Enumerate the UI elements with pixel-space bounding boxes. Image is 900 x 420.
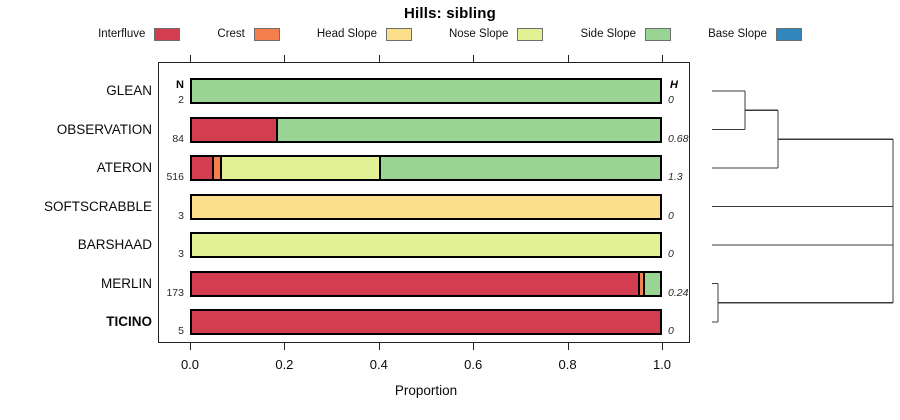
legend-label: Nose Slope [448,28,509,40]
h-value: 0 [668,325,674,337]
x-tick [662,343,663,350]
y-axis-label: TICINO [106,314,152,329]
h-column-header: H [670,79,678,91]
bar-segment [643,272,660,295]
x-tick [190,343,191,350]
h-value: 0.24 [668,286,689,299]
h-value: 1.3 [668,171,683,183]
bar-segment [192,80,660,102]
y-axis-label: ATERON [96,160,152,175]
bar-row [190,309,662,335]
bar-segment [276,118,660,141]
x-tick [190,55,191,62]
x-tick [662,55,663,62]
bar-segment [637,272,644,295]
y-axis-label: BARSHAAD [77,237,152,252]
legend-swatch [253,27,280,41]
legend: Interfluve Crest Head Slope Nose Slope Side … [0,26,900,42]
legend-item: Crest [217,27,280,41]
bar-segment [192,157,212,179]
bar-segment [192,195,660,218]
x-tick [284,343,286,350]
x-tick [567,343,569,350]
x-tick [378,55,380,62]
n-value: 84 [172,132,184,145]
bar-segment [211,157,221,179]
bar-segment [220,157,380,179]
legend-swatch [385,27,412,41]
x-axis-title: Proportion [394,383,458,398]
legend-swatch [154,27,181,41]
bar-segment [379,157,660,179]
bar-row [190,78,662,104]
legend-label: Crest [217,28,245,40]
bar-segment [192,272,638,295]
x-tick [473,55,475,62]
n-value: 173 [166,286,184,299]
bar-row [190,270,662,297]
legend-item: Head Slope [316,27,412,41]
h-value: 0 [668,94,674,106]
bar-row [190,193,662,220]
x-tick-label: 0.4 [369,357,388,372]
bar-segment [192,311,660,333]
legend-swatch [645,27,672,41]
bar-row [190,232,662,258]
x-tick-label: 0.0 [180,357,200,372]
h-value: 0 [668,248,674,260]
legend-item: Nose Slope [448,27,544,41]
y-axis-label: OBSERVATION [56,121,152,137]
x-tick [284,55,286,62]
x-tick-label: 0.2 [275,357,294,372]
legend-swatch [775,27,802,41]
legend-label: Base Slope [708,28,767,40]
n-value: 3 [178,209,184,222]
y-axis-label: MERLIN [100,275,152,291]
x-tick-label: 0.8 [558,357,577,372]
h-value: 0 [668,209,674,222]
bar-segment [192,234,660,256]
n-value: 3 [178,248,184,260]
bar-row [190,155,662,181]
bar-segment [192,118,277,141]
bar-row [190,116,662,143]
x-tick-label: 0.6 [464,357,483,372]
legend-item: Side Slope [580,27,672,41]
x-tick [473,343,475,350]
n-value: 516 [166,171,184,183]
x-tick [567,55,569,62]
legend-item: Interfluve [98,27,181,41]
n-value: 2 [178,94,184,106]
legend-label: Interfluve [98,28,146,40]
x-tick-label: 1.0 [652,357,672,372]
legend-label: Side Slope [580,28,637,40]
legend-item: Base Slope [708,27,802,41]
legend-label: Head Slope [316,28,377,40]
legend-swatch [517,27,544,41]
n-column-header: N [176,79,184,91]
x-tick [378,343,380,350]
n-value: 5 [178,325,184,337]
h-value: 0.68 [668,132,689,145]
y-axis-label: SOFTSCRABBLE [43,198,152,214]
chart-title: Hills: sibling [404,5,496,22]
y-axis-label: GLEAN [106,83,152,98]
